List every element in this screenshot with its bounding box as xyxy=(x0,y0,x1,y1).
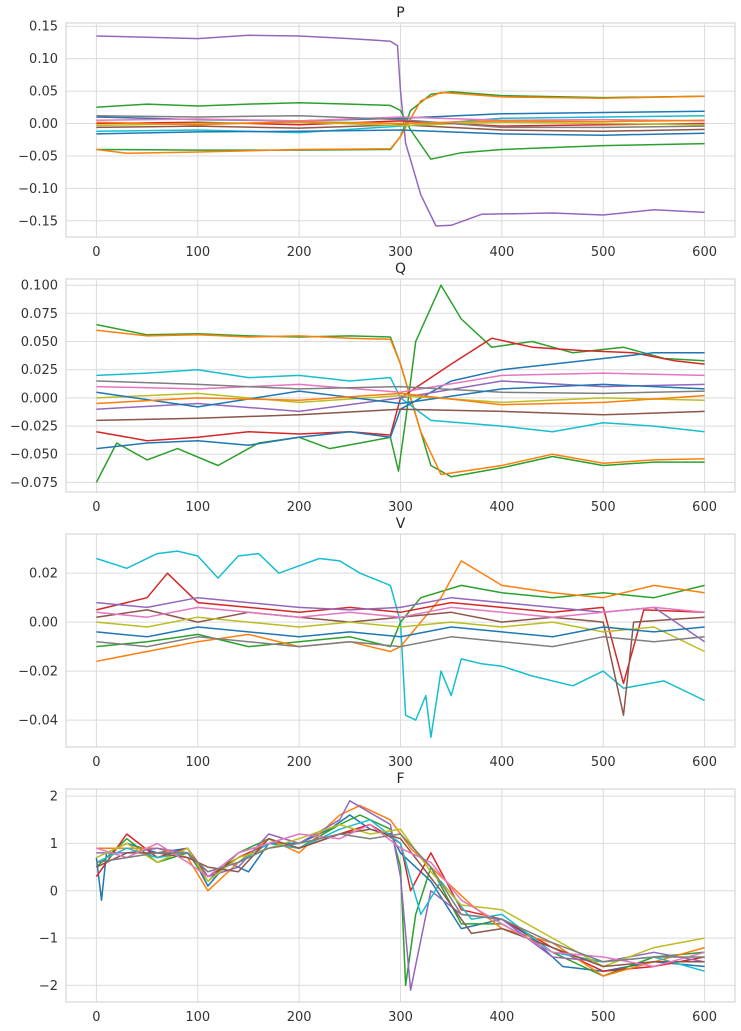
x-tick-label: 400 xyxy=(489,755,514,770)
x-tick-label: 300 xyxy=(388,1010,413,1025)
series-line-s10 xyxy=(96,833,705,963)
series-line-s12 xyxy=(96,383,705,408)
series-line-s11 xyxy=(96,114,705,129)
series-line-s12 xyxy=(96,119,705,126)
x-tick-label: 600 xyxy=(692,500,717,515)
x-tick-label: 600 xyxy=(692,755,717,770)
y-tick-label: −0.02 xyxy=(18,665,58,680)
y-tick-label: −1 xyxy=(39,932,58,947)
chart-panel-F: 0 100 200 300 400 500 600 −2 −1 0 1 2 F xyxy=(39,771,736,1025)
series-line-s1 xyxy=(95,814,705,972)
x-tick-label: 0 xyxy=(92,245,100,260)
y-tick-label: 0 xyxy=(50,884,58,899)
series-line-s5 xyxy=(96,609,705,716)
series-line-s13 xyxy=(96,129,705,136)
x-tick-label: 200 xyxy=(287,245,312,260)
x-tick-label: 200 xyxy=(287,500,312,515)
x-tick-label: 100 xyxy=(185,1010,210,1025)
series-line-s7 xyxy=(96,823,705,968)
series-line-s10 xyxy=(96,121,705,127)
y-tick-label: 1 xyxy=(50,837,58,852)
x-tick-label: 400 xyxy=(489,500,514,515)
x-tick-label: 100 xyxy=(185,245,210,260)
y-tick-label: −0.025 xyxy=(10,420,58,435)
y-tick-label: 0.05 xyxy=(29,85,58,100)
plot-frame xyxy=(65,533,736,748)
x-tick-label: 200 xyxy=(287,1010,312,1025)
y-tick-label: −0.05 xyxy=(18,149,58,164)
y-tick-label: 0.100 xyxy=(21,279,58,294)
chart-panel-V: 0 100 200 300 400 500 600 −0.04 −0.02 0.00 0.02 V xyxy=(18,516,736,770)
x-tick-label: 400 xyxy=(489,1010,514,1025)
plot-frame xyxy=(65,278,736,493)
y-tick-label: 0.050 xyxy=(21,335,58,350)
series-line-s11 xyxy=(96,380,705,395)
chart-title: F xyxy=(396,771,404,787)
series-line-s9 xyxy=(96,116,705,122)
series-line-s13 xyxy=(96,392,705,406)
y-tick-label: 0.075 xyxy=(21,307,58,322)
y-tick-label: −0.10 xyxy=(18,182,58,197)
series-line-s7 xyxy=(96,616,705,653)
series-line-s1 xyxy=(96,550,705,738)
series-line-s5 xyxy=(96,368,705,433)
series-line-s7 xyxy=(96,372,705,394)
x-tick-label: 400 xyxy=(489,245,514,260)
y-tick-label: −0.050 xyxy=(10,448,58,463)
x-tick-label: 0 xyxy=(92,1010,100,1025)
series-line-s4 xyxy=(96,572,705,685)
x-tick-label: 100 xyxy=(185,755,210,770)
x-tick-label: 0 xyxy=(92,755,100,770)
y-tick-label: 2 xyxy=(50,790,58,805)
y-tick-label: 0.10 xyxy=(29,52,58,67)
y-tick-label: −0.15 xyxy=(18,214,58,229)
x-tick-label: 0 xyxy=(92,500,100,515)
y-tick-label: 0.00 xyxy=(29,616,58,631)
x-tick-label: 300 xyxy=(388,245,413,260)
x-tick-label: 300 xyxy=(388,500,413,515)
series-line-s9 xyxy=(96,392,705,404)
series-line-s8 xyxy=(96,380,705,413)
x-tick-label: 600 xyxy=(692,245,717,260)
chart-panel-Q: 0 100 200 300 400 500 600 −0.075 −0.050 −0.025 0.0… xyxy=(10,261,736,515)
series-line-s3 xyxy=(96,91,705,155)
chart-title: Q xyxy=(395,261,406,277)
series-line-s4 xyxy=(96,102,705,160)
series-line-s10 xyxy=(96,636,705,648)
chart-title: P xyxy=(396,5,404,21)
x-tick-label: 500 xyxy=(591,500,616,515)
y-tick-label: −0.04 xyxy=(18,714,58,729)
x-tick-label: 500 xyxy=(591,755,616,770)
y-tick-label: 0.15 xyxy=(29,20,58,35)
series-line-s7 xyxy=(96,120,705,127)
x-tick-label: 100 xyxy=(185,500,210,515)
series-line-s6 xyxy=(96,352,705,450)
y-tick-label: −2 xyxy=(39,979,58,994)
y-tick-label: 0.000 xyxy=(21,391,58,406)
y-tick-label: 0.02 xyxy=(29,567,58,582)
plot-frame xyxy=(65,22,736,238)
series-line-s9 xyxy=(96,823,705,968)
x-tick-label: 600 xyxy=(692,1010,717,1025)
plot-frame xyxy=(65,788,736,1003)
x-tick-label: 300 xyxy=(388,755,413,770)
series-line-s9 xyxy=(96,606,705,618)
chart-panel-P: 0 100 200 300 400 500 600 −0.15 −0.10 −0.05 0.00 0.… xyxy=(18,5,736,260)
x-tick-label: 200 xyxy=(287,755,312,770)
series-line-s3 xyxy=(95,284,705,483)
y-tick-label: 0.00 xyxy=(29,117,58,132)
series-line-s8 xyxy=(96,626,705,638)
series-line-s10 xyxy=(96,408,705,422)
y-tick-label: −0.075 xyxy=(10,476,58,491)
series-line-s2 xyxy=(96,329,705,476)
chart-title: V xyxy=(396,516,406,532)
x-tick-label: 500 xyxy=(591,245,616,260)
x-tick-label: 500 xyxy=(591,1010,616,1025)
y-tick-label: 0.025 xyxy=(21,363,58,378)
